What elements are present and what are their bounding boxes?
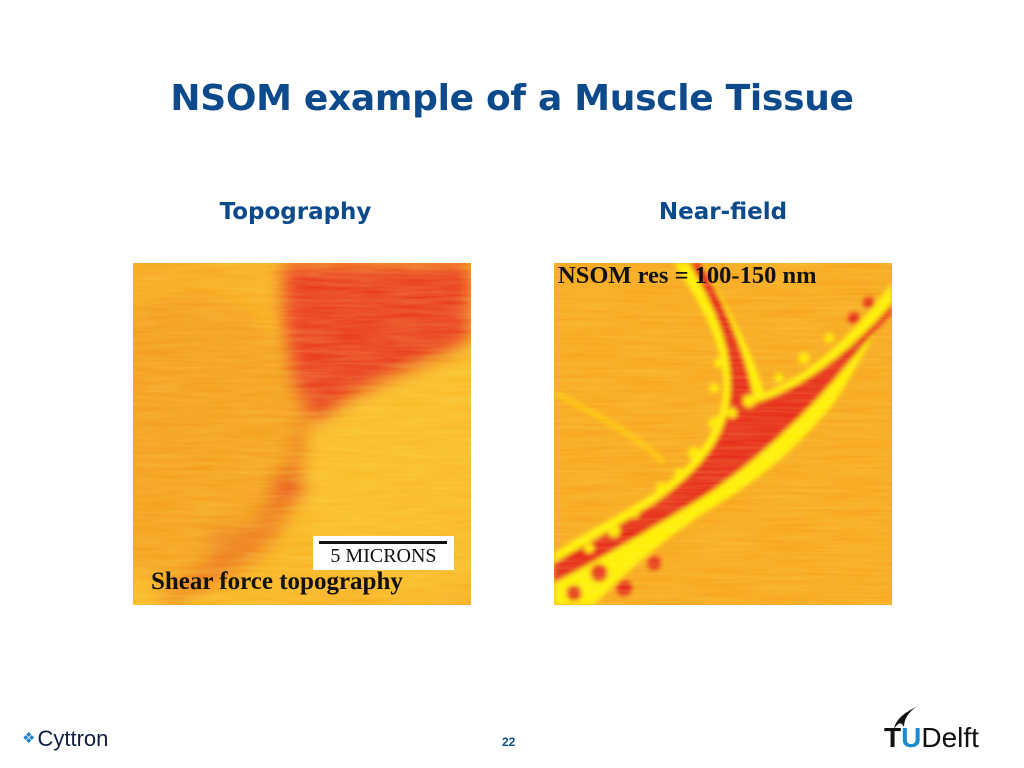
near-field-image: NSOM res = 100-150 nm [554, 263, 892, 605]
near-field-heatmap [554, 263, 892, 605]
cyttron-brand: ❖Cyttron [22, 726, 108, 752]
diamond-bullet-icon: ❖ [22, 730, 36, 747]
scale-bar [319, 541, 447, 544]
brand-label: Cyttron [37, 726, 109, 751]
page-number: 22 [502, 735, 516, 749]
logo-t: T [884, 722, 902, 753]
topography-caption: Shear force topography [151, 568, 403, 595]
near-field-caption: NSOM res = 100-150 nm [558, 263, 817, 289]
scale-bar-label: 5 MICRONS [330, 545, 437, 567]
tudelft-wordmark: TUDelft [884, 722, 979, 754]
flame-icon [894, 707, 916, 729]
logo-delft: Delft [921, 722, 979, 753]
topography-image: 5 MICRONS Shear force topography [133, 263, 471, 605]
logo-u: U [901, 722, 922, 753]
tudelft-logo: TUDelft [884, 705, 1004, 755]
slide-title: NSOM example of a Muscle Tissue [170, 78, 854, 119]
topography-heatmap [133, 263, 471, 605]
topography-heading: Topography [219, 199, 372, 225]
scale-bar-box: 5 MICRONS [313, 536, 454, 570]
near-field-heading: Near-field [658, 199, 788, 225]
